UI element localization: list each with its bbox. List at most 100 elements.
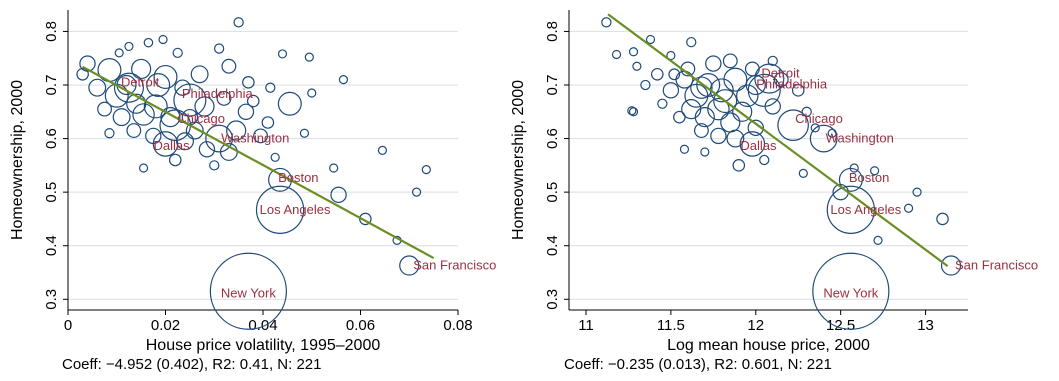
data-bubble	[233, 17, 244, 28]
x-tick-label: 0.04	[248, 317, 277, 334]
data-bubble	[936, 212, 949, 226]
data-bubble	[632, 61, 642, 71]
data-bubble	[628, 47, 639, 57]
data-bubble	[209, 252, 287, 330]
data-bubble	[726, 129, 745, 148]
data-bubble	[172, 47, 183, 59]
city-label: New York	[221, 285, 276, 300]
fit-line	[607, 13, 949, 267]
data-bubble	[421, 165, 431, 175]
y-tick-label: 0.3	[43, 289, 60, 310]
data-bubble	[307, 88, 317, 98]
data-bubble	[640, 79, 651, 91]
data-bubble	[205, 124, 234, 153]
data-bubble	[694, 107, 715, 128]
data-bubble	[673, 110, 686, 124]
data-bubble	[76, 67, 89, 81]
data-bubble	[411, 187, 422, 197]
y-axis-title: Homeownership, 2000	[9, 80, 26, 240]
data-bubble	[747, 119, 764, 137]
city-label: New York	[823, 285, 878, 300]
data-bubble	[146, 72, 171, 97]
data-bubble	[744, 61, 760, 77]
data-bubble	[826, 185, 876, 234]
data-bubble	[329, 163, 339, 173]
data-bubble	[237, 103, 255, 120]
data-bubble	[377, 145, 388, 155]
y-tick-label: 0.5	[43, 182, 60, 203]
data-bubble	[736, 84, 759, 107]
data-bubble	[810, 123, 820, 133]
data-bubble	[143, 94, 168, 119]
data-bubble	[168, 153, 182, 167]
x-axis-title: Log mean house price, 2000	[667, 337, 870, 354]
right-scatter-panel: 0.3 0.4 0.5 0.6 0.7 0.8 11 11.5 12 12.5 13 Log mean…	[510, 10, 1038, 354]
data-bubble	[720, 112, 741, 133]
data-bubble	[253, 128, 269, 144]
data-bubble	[138, 163, 149, 173]
data-bubble	[791, 84, 805, 97]
y-tick-label: 0.8	[43, 21, 60, 42]
y-tick-label: 0.8	[544, 21, 561, 42]
data-bubble	[160, 107, 181, 128]
city-label: Boston	[278, 170, 318, 185]
city-label: Dallas	[740, 138, 777, 153]
x-tick-label: 12	[747, 317, 764, 334]
data-bubble	[723, 67, 748, 92]
data-bubble	[114, 48, 124, 58]
data-bubble	[764, 98, 781, 115]
data-bubble	[330, 186, 347, 204]
data-bubble	[209, 160, 220, 171]
data-bubble	[126, 123, 142, 138]
right-regression-caption: Coeff: −0.235 (0.013), R2: 0.601, N: 221	[564, 356, 832, 373]
data-bubble	[255, 185, 305, 234]
data-bubble	[304, 52, 314, 62]
data-bubble	[277, 91, 302, 116]
data-bubble	[759, 154, 770, 166]
data-bubble	[131, 58, 152, 80]
y-tick-label: 0.7	[43, 75, 60, 96]
data-bubble	[145, 127, 162, 145]
city-label: Washington	[826, 131, 894, 146]
data-bubble	[722, 53, 738, 69]
data-bubble	[627, 106, 637, 116]
data-bubble	[662, 82, 680, 99]
city-label: Detroit	[761, 66, 800, 81]
data-bubble	[650, 67, 664, 81]
data-bubble	[767, 55, 778, 67]
data-bubble	[213, 43, 225, 54]
data-bubble	[104, 128, 115, 139]
data-bubble	[242, 76, 255, 89]
x-tick-label: 12.5	[826, 317, 855, 334]
data-bubble	[261, 116, 275, 129]
city-label: Los Angeles	[830, 202, 901, 217]
data-bubble	[657, 98, 668, 109]
x-tick-label: 13	[917, 317, 934, 334]
data-bubble	[777, 109, 809, 141]
data-bubble	[88, 78, 107, 97]
x-tick-label: 0.02	[151, 317, 180, 334]
data-bubble	[265, 82, 276, 93]
y-tick-label: 0.4	[544, 235, 561, 256]
data-bubble	[198, 141, 216, 158]
data-bubble	[705, 55, 722, 72]
data-bubble	[700, 147, 710, 157]
data-bubble	[226, 120, 247, 141]
data-bubble	[707, 97, 730, 121]
y-tick-label: 0.5	[544, 182, 561, 203]
data-bubble	[849, 163, 859, 173]
data-bubble	[693, 123, 709, 138]
data-bubble	[158, 34, 168, 45]
data-bubble	[126, 93, 147, 114]
city-label: Detroit	[121, 75, 160, 90]
data-bubble	[628, 107, 639, 117]
data-bubble	[194, 96, 215, 117]
data-bubble	[732, 101, 753, 122]
city-label: Chicago	[795, 111, 843, 126]
data-bubble	[739, 131, 766, 157]
data-bubble	[216, 90, 232, 106]
data-bubble	[611, 49, 622, 60]
data-bubble	[112, 108, 131, 127]
city-label: San Francisco	[413, 258, 496, 273]
data-bubble	[174, 79, 191, 96]
